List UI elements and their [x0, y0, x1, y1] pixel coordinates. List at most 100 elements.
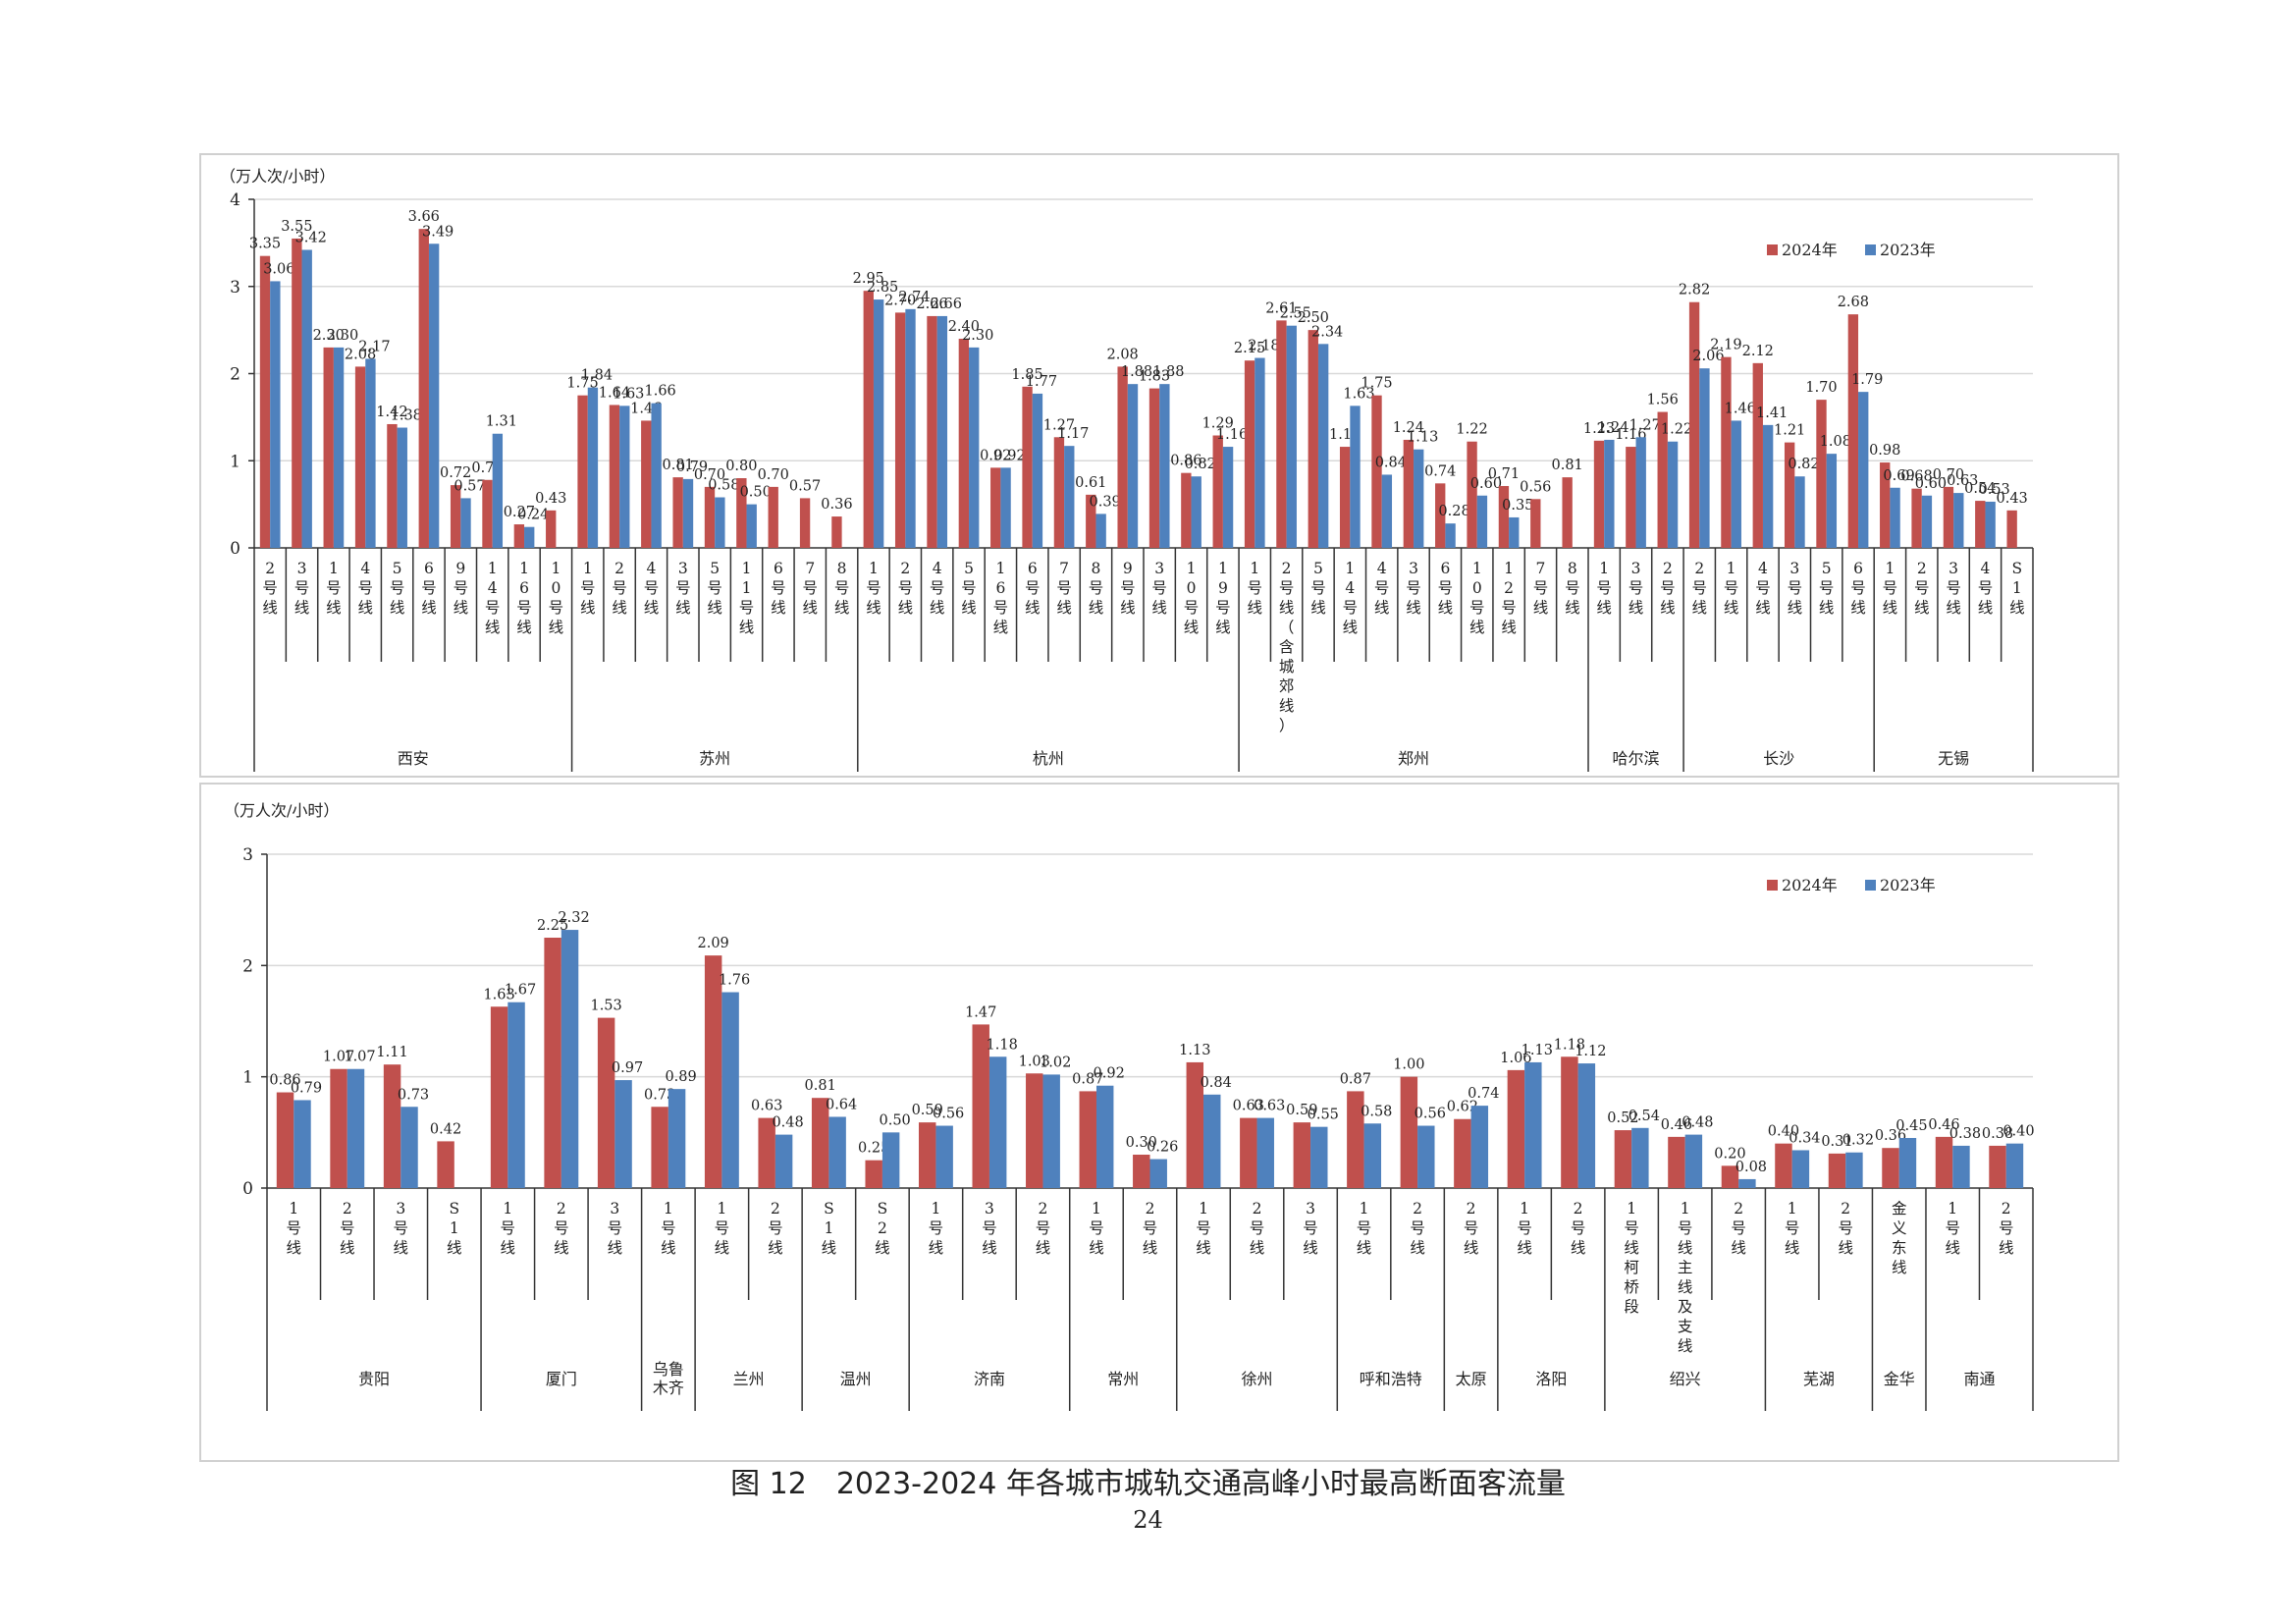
bottom-city-label: 厦门 — [546, 1370, 577, 1388]
top-bar-2024 — [927, 315, 937, 548]
top-value-label-2024: 3.35 — [249, 237, 281, 252]
bottom-city-label: 徐州 — [1242, 1370, 1273, 1388]
top-value-label-2023: 0.60 — [1915, 476, 1947, 492]
bottom-value-label-2023: 0.26 — [1147, 1140, 1178, 1156]
bottom-value-label-2024: 0.30 — [1126, 1135, 1157, 1151]
top-value-label-2024: 0.70 — [694, 467, 725, 483]
bottom-value-label-2023: 0.74 — [1468, 1086, 1499, 1102]
top-value-label-2023: 0.82 — [1788, 457, 1819, 472]
top-value-label-2023: 2.85 — [867, 280, 898, 296]
bottom-legend-swatch-2023 — [1865, 880, 1876, 891]
top-line-label: 8 号线 — [1565, 560, 1580, 617]
bottom-bar-2023 — [1203, 1094, 1221, 1188]
bottom-value-label-2023: 0.56 — [1415, 1107, 1446, 1122]
top-line-label: 1 6 号线 — [516, 560, 532, 636]
top-value-label-2024: 2.08 — [1106, 347, 1138, 362]
top-value-label-2024: 0.27 — [504, 505, 535, 520]
top-line-label: 7 号线 — [1533, 560, 1549, 617]
bottom-bar-2024 — [1079, 1091, 1096, 1188]
top-bar-2023 — [333, 347, 345, 548]
bottom-value-label-2024: 1.53 — [590, 999, 621, 1014]
bottom-bar-2023 — [1791, 1150, 1810, 1188]
bottom-bar-2024 — [651, 1107, 668, 1188]
top-value-label-2024: 1.75 — [566, 376, 598, 392]
top-value-label-2023: 0.92 — [993, 448, 1025, 463]
bottom-bar-2023 — [1470, 1106, 1489, 1188]
bottom-line-label: 2 号线 — [1250, 1200, 1265, 1257]
bottom-bar-2024 — [330, 1068, 347, 1188]
top-legend-2024: 2024年 — [1782, 241, 1838, 259]
top-bar-2023 — [1826, 454, 1838, 548]
top-line-label: 1 号线 — [1596, 560, 1612, 617]
bottom-value-label-2024: 0.36 — [1875, 1128, 1906, 1144]
top-unit-label: （万人次/小时） — [220, 167, 335, 186]
top-city-label: 西安 — [398, 749, 429, 768]
bottom-value-label-2024: 0.25 — [858, 1141, 889, 1157]
top-value-label-2023: 1.08 — [1820, 434, 1851, 450]
bottom-value-label-2024: 0.62 — [1447, 1100, 1478, 1115]
bottom-bar-2023 — [1256, 1117, 1274, 1188]
bottom-value-label-2023: 1.67 — [505, 983, 536, 999]
top-bar-2024 — [1339, 447, 1351, 548]
top-city-label: 无锡 — [1938, 749, 1969, 768]
top-bar-2023 — [746, 504, 757, 548]
top-bar-2023 — [1858, 392, 1869, 548]
bottom-bar-2023 — [400, 1107, 418, 1188]
top-value-label-2024: 3.66 — [408, 209, 440, 225]
bottom-value-label-2024: 0.20 — [1714, 1146, 1745, 1162]
bottom-bar-2023 — [1898, 1138, 1917, 1188]
top-bar-2023 — [1191, 476, 1201, 548]
bottom-value-label-2024: 1.11 — [376, 1045, 407, 1060]
top-bar-2024 — [577, 395, 588, 548]
top-line-label: 3 号线 — [1151, 560, 1167, 617]
top-bar-2023 — [1127, 384, 1139, 548]
bottom-value-label-2023: 0.54 — [1629, 1109, 1660, 1124]
top-value-label-2023: 0.63 — [1947, 473, 1978, 489]
top-line-label: 6 号线 — [421, 560, 437, 617]
top-line-label: 5 号线 — [390, 560, 405, 617]
bottom-value-label-2024: 0.52 — [1607, 1110, 1638, 1126]
top-value-label-2024: 1.29 — [1202, 416, 1234, 432]
top-bar-2023 — [1286, 325, 1297, 548]
top-bar-2024 — [354, 366, 366, 548]
top-value-label-2023: 1.63 — [613, 386, 644, 402]
bottom-bar-2023 — [935, 1125, 953, 1188]
bottom-bar-2024 — [704, 955, 722, 1188]
top-bar-2023 — [873, 299, 884, 548]
top-bar-2024 — [609, 405, 620, 548]
top-value-label-2023: 2.34 — [1311, 324, 1343, 340]
top-line-label: 4 号线 — [644, 560, 660, 617]
top-bar-2024 — [482, 479, 493, 548]
top-line-label: 3 号线 — [675, 560, 691, 617]
bottom-bar-2024 — [758, 1117, 775, 1188]
top-bar-2023 — [1604, 439, 1615, 548]
top-bar-2023 — [492, 433, 504, 548]
top-bar-2024 — [1530, 499, 1541, 548]
bottom-legend-2023: 2023年 — [1880, 876, 1936, 894]
bottom-value-label-2023: 1.18 — [987, 1037, 1018, 1053]
bottom-value-label-2023: 1.13 — [1522, 1043, 1553, 1058]
bottom-bar-2024 — [1133, 1155, 1150, 1188]
top-value-label-2023: 0.50 — [740, 485, 772, 501]
top-value-label-2024: 2.95 — [853, 271, 884, 287]
top-line-label: 1 4 号线 — [485, 560, 501, 636]
bottom-value-label-2023: 1.12 — [1575, 1044, 1606, 1059]
top-bar-2024 — [2006, 510, 2017, 548]
top-bar-2024 — [1911, 488, 1922, 548]
top-bar-2023 — [1032, 393, 1043, 548]
top-value-label-2023: 2.17 — [358, 339, 390, 354]
top-line-label: 2 号线 — [1914, 560, 1930, 617]
top-line-label: 2 号线 — [1660, 560, 1676, 617]
top-bar-2023 — [1985, 501, 1996, 548]
bottom-city-label: 常州 — [1107, 1370, 1139, 1388]
top-bar-2023 — [682, 478, 694, 548]
bottom-bar-2024 — [1935, 1136, 1953, 1188]
top-line-label: 3 号线 — [294, 560, 310, 617]
top-line-label: 7 号线 — [1056, 560, 1072, 617]
bottom-bar-2024 — [1507, 1069, 1525, 1188]
top-line-label: 1 9 号线 — [1215, 560, 1231, 636]
top-value-label-2023: 2.30 — [962, 328, 993, 344]
top-line-label: 1 0 号线 — [549, 560, 564, 636]
bottom-bar-2024 — [1186, 1061, 1204, 1188]
top-line-label: 1 号线 — [580, 560, 596, 617]
